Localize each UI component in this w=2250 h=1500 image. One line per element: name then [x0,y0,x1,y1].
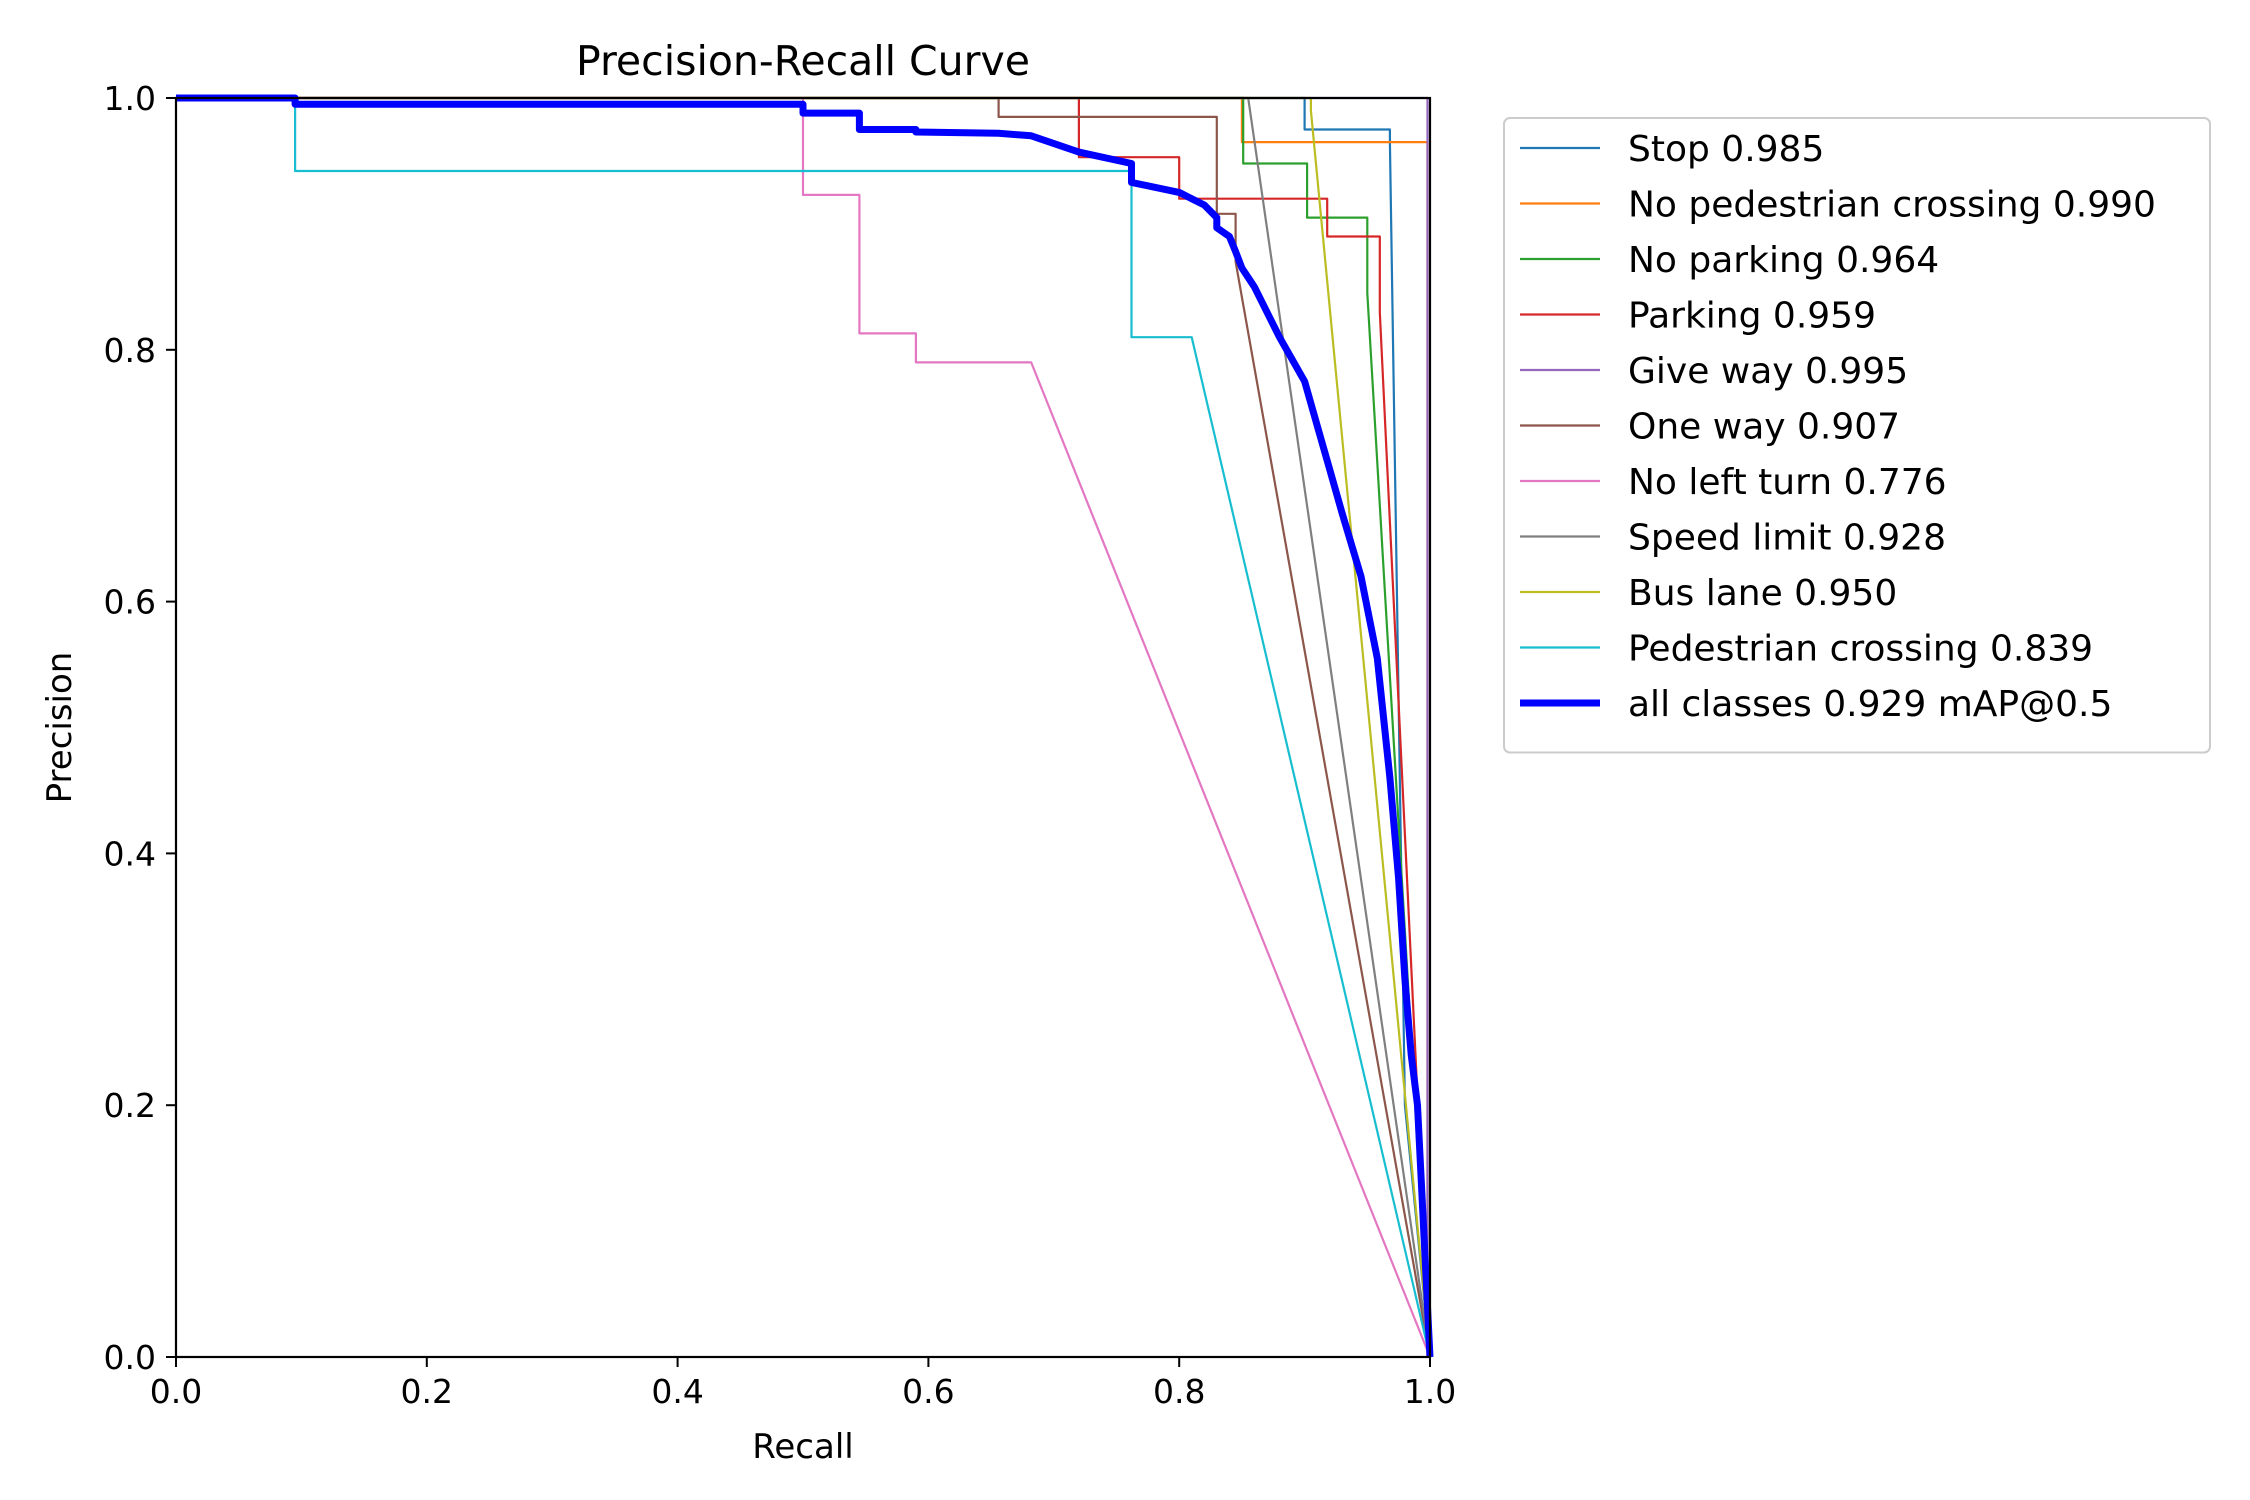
legend-entry-label: Stop 0.985 [1628,129,1824,170]
legend-entry-label: One way 0.907 [1628,407,1900,448]
y-tick-label: 0.2 [104,1086,156,1125]
x-axis-label: Recall [752,1427,853,1467]
x-tick-label: 0.8 [1153,1372,1205,1411]
chart-title: Precision-Recall Curve [576,37,1030,85]
axes: 0.0 0.2 0.4 0.6 0.8 1.0 0.0 0.2 0.4 0.6 0.8 1.0 [104,79,1457,1411]
plot-area [176,94,1434,1358]
plot-frame [174,96,1432,1359]
series-line-3 [176,96,1432,1358]
legend-entry-label: No left turn 0.776 [1628,462,1947,503]
series-line-6 [176,96,1432,1358]
y-tick-label: 0.8 [104,331,156,370]
legend-entry-label: Give way 0.995 [1628,351,1908,392]
y-tick-label: 1.0 [104,79,156,118]
y-tick-label: 0.6 [104,583,156,622]
x-tick-label: 0.4 [651,1372,703,1411]
legend-entry-label: Speed limit 0.928 [1628,518,1946,559]
series-line-7 [176,96,1432,1358]
legend-entry-label: No pedestrian crossing 0.990 [1628,185,2156,226]
y-tick-label: 0.0 [104,1338,156,1377]
series-line-9 [176,96,1432,1358]
y-tick-label: 0.4 [104,834,156,873]
legend-box [1503,117,2211,754]
legend-entry-label: Bus lane 0.950 [1628,573,1897,614]
x-tick-label: 0.6 [902,1372,954,1411]
legend-entry-label: all classes 0.929 mAP@0.5 [1628,684,2112,725]
series-line-1 [176,96,1432,1358]
series-line-4 [176,96,1432,1358]
series-line-10 [176,96,1432,1358]
x-tick-label: 0.2 [401,1372,453,1411]
x-tick-label: 0.0 [150,1372,202,1411]
y-axis-label: Precision [40,652,80,804]
series-line-11 [176,94,1434,1358]
x-tick-label: 1.0 [1404,1372,1456,1411]
legend: Stop 0.985 No pedestrian crossing 0.990 No… [1503,117,2211,754]
legend-entry-label: No parking 0.964 [1628,240,1939,281]
legend-entry-label: Pedestrian crossing 0.839 [1628,629,2093,670]
series-line-8 [176,96,1432,1358]
legend-entry-label: Parking 0.959 [1628,296,1876,337]
